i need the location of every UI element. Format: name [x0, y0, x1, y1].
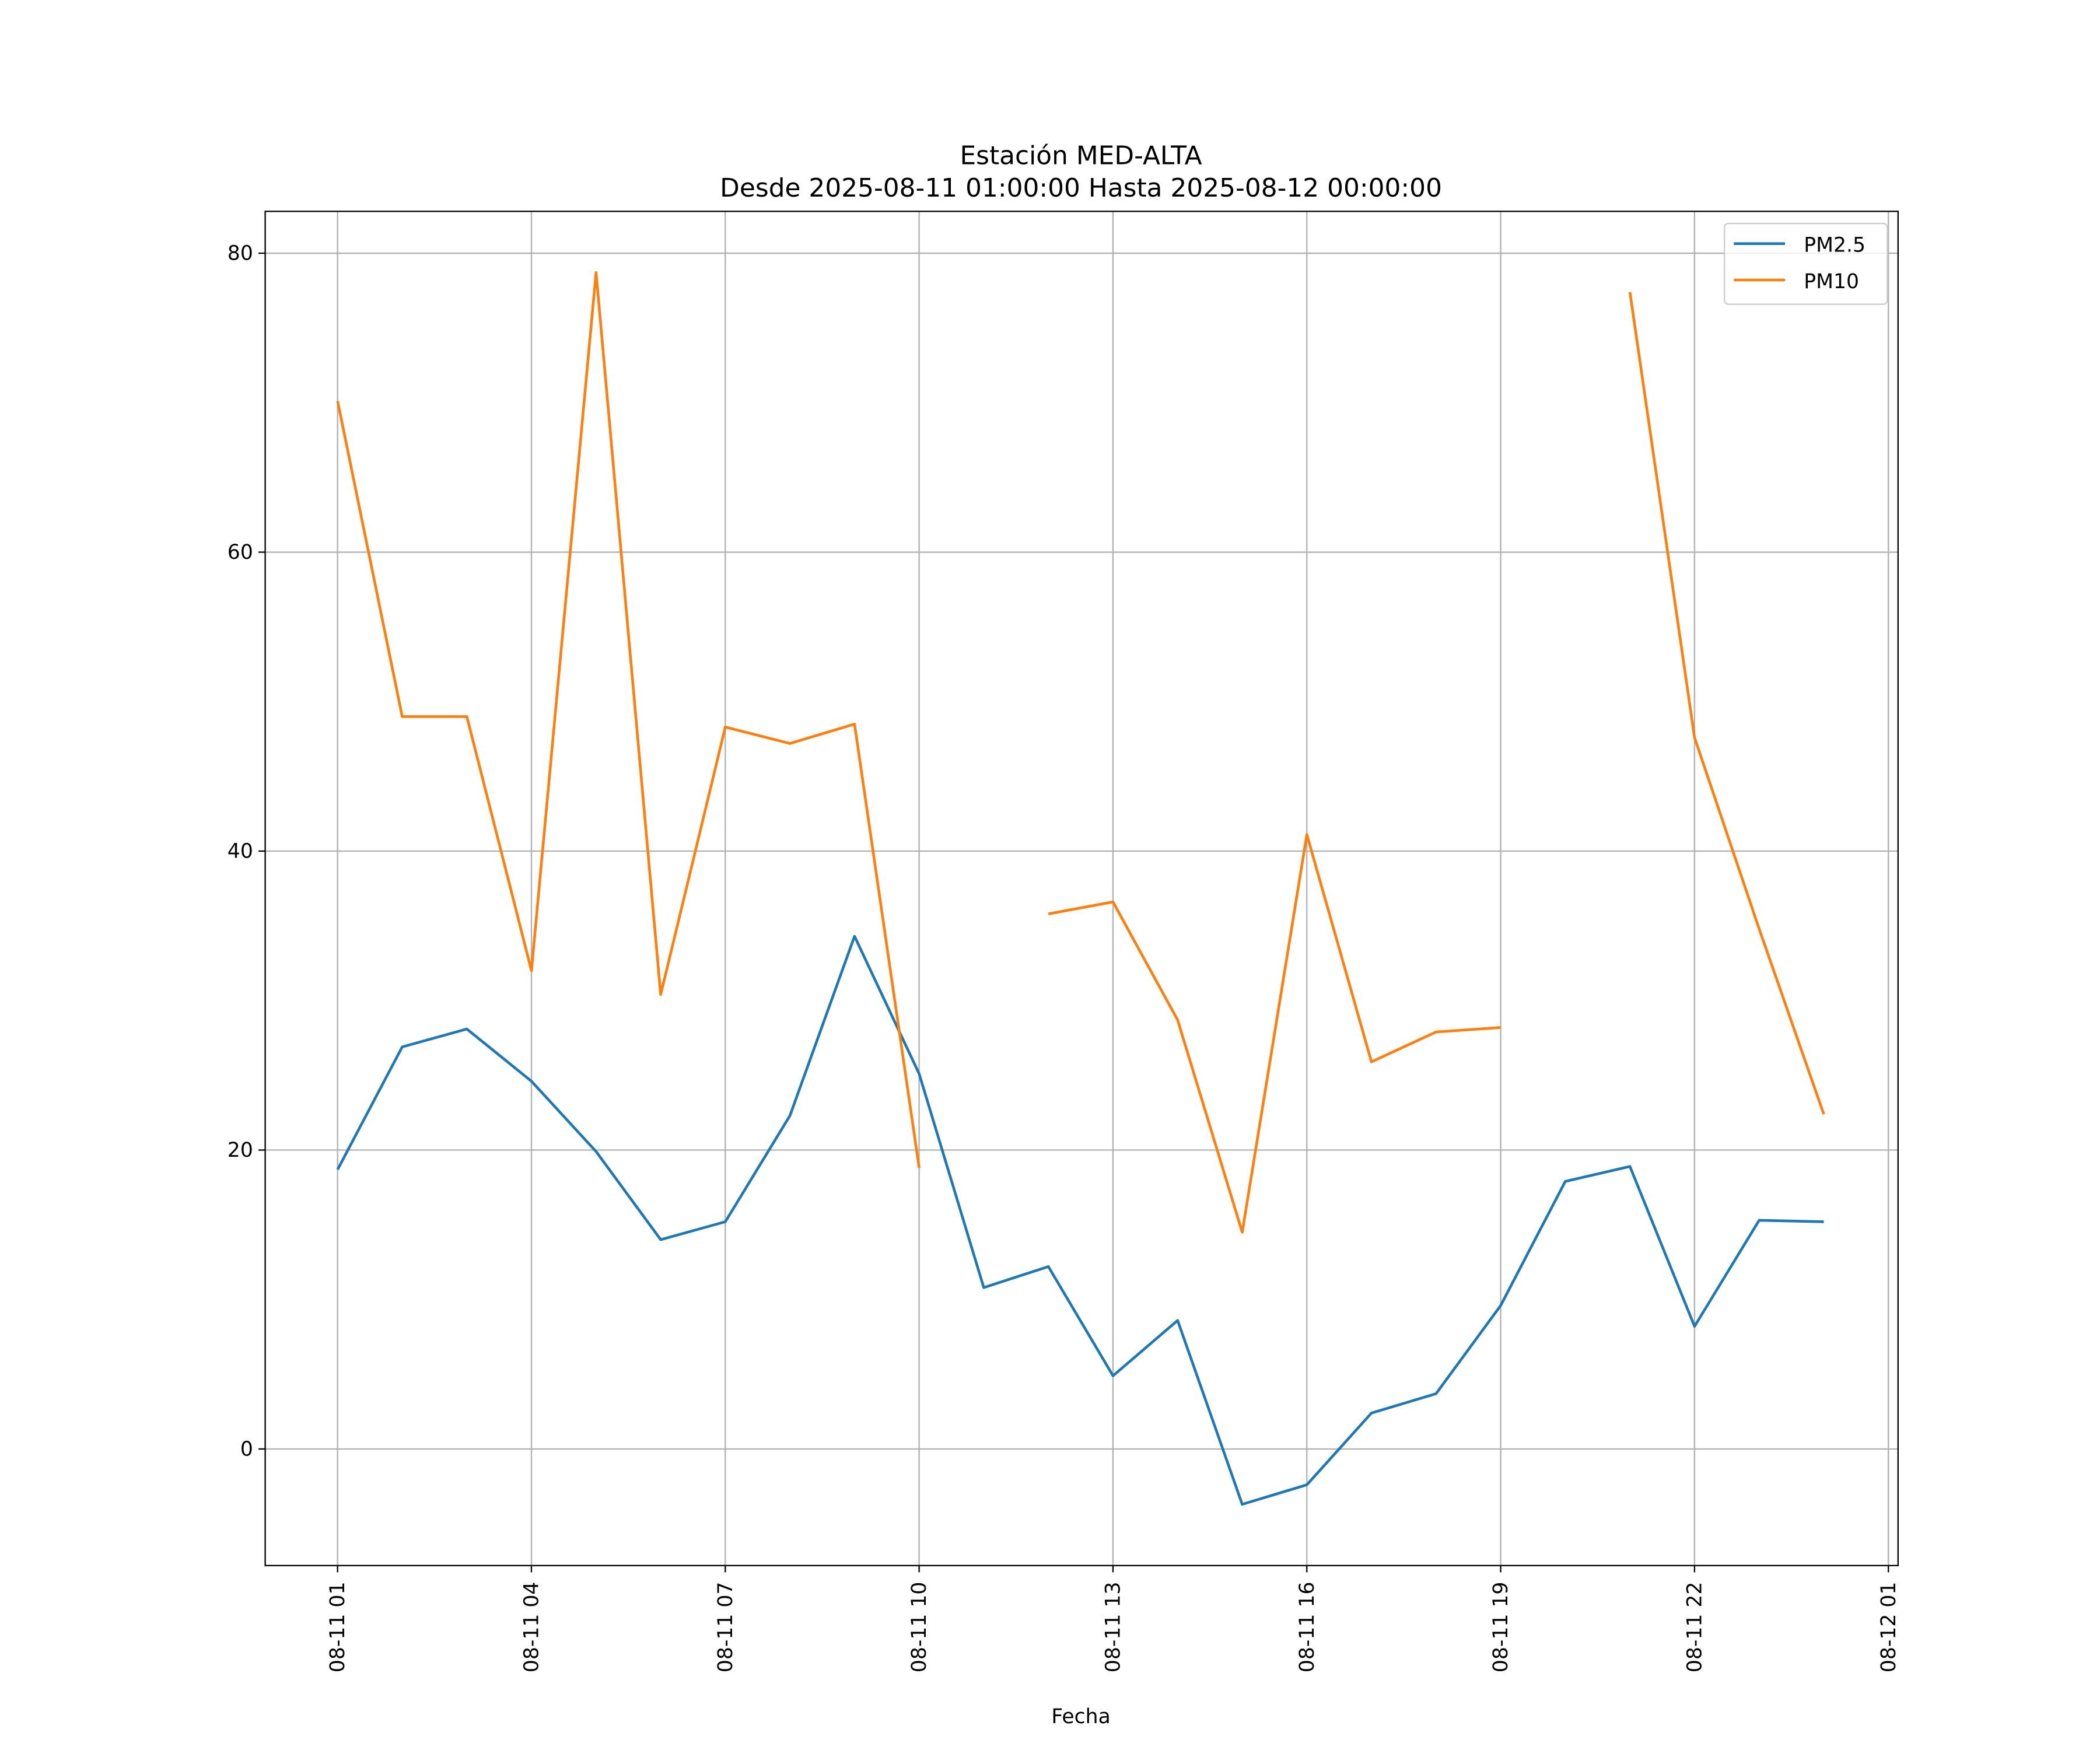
y-ticks: 0 20 40 60 80	[228, 242, 265, 1461]
plot-frame	[264, 211, 1899, 1566]
x-tick-label: 08-11 13	[1101, 1582, 1125, 1673]
x-tick-label: 08-11 04	[520, 1582, 544, 1673]
chart-subtitle: Desde 2025-08-11 01:00:00 Hasta 2025-08-…	[720, 173, 1442, 203]
y-tick-label: 40	[228, 840, 253, 863]
chart-title: Estación MED-ALTA	[960, 141, 1202, 171]
x-tick-label: 08-11 16	[1296, 1582, 1319, 1673]
y-tick-label: 20	[228, 1139, 253, 1162]
legend: PM2.5 PM10	[1723, 222, 1888, 305]
y-tick-label: 80	[228, 242, 253, 265]
grid	[265, 211, 1898, 1566]
x-tick-label: 08-11 01	[326, 1582, 349, 1673]
x-tick-label: 08-11 19	[1489, 1582, 1513, 1673]
legend-label-pm10: PM10	[1804, 270, 1859, 293]
series-line-pm10	[336, 271, 1825, 1234]
series-line-pm25	[336, 935, 1824, 1506]
x-tick-label: 08-11 10	[908, 1582, 931, 1673]
x-tick-label: 08-11 07	[714, 1582, 737, 1673]
y-tick-label: 0	[240, 1438, 253, 1461]
x-axis-label: Fecha	[1051, 1705, 1110, 1728]
series-lines	[336, 271, 1825, 1506]
x-tick-label: 08-11 22	[1683, 1582, 1706, 1673]
legend-label-pm25: PM2.5	[1804, 234, 1866, 257]
y-tick-label: 60	[228, 541, 253, 564]
x-tick-label: 08-12 01	[1877, 1582, 1901, 1673]
x-ticks: 08-11 01 08-11 04 08-11 07 08-11 10 08-11 13…	[326, 1565, 1901, 1673]
